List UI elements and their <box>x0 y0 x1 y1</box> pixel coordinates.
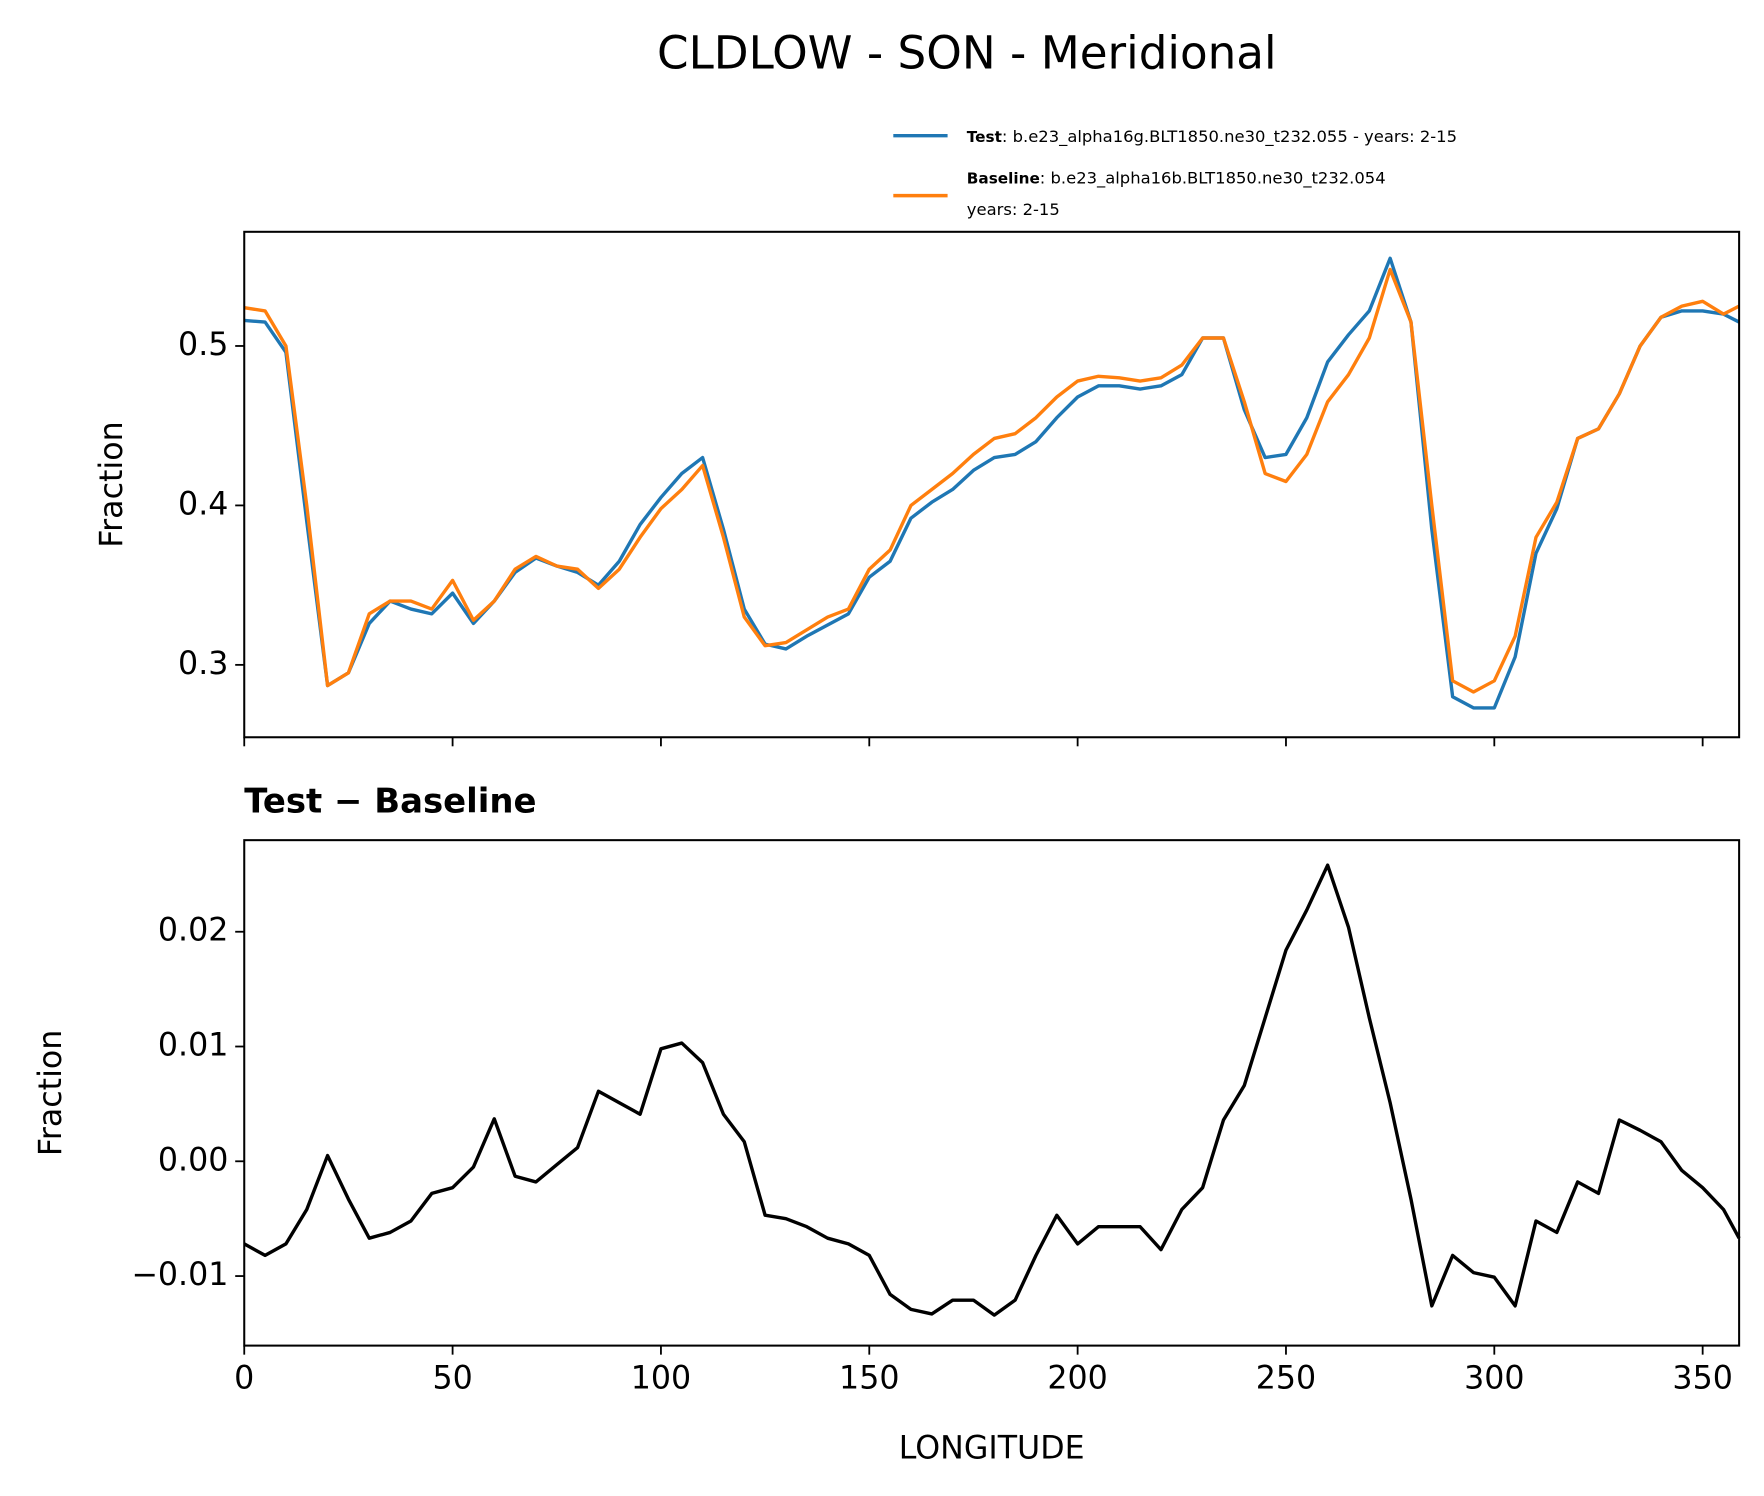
axes-frame <box>243 839 1741 1347</box>
figure-title: CLDLOW - SON - Meridional <box>657 27 1277 80</box>
x-tick-label: 150 <box>839 1361 899 1397</box>
data-line <box>243 267 1740 694</box>
x-tick-label: 50 <box>432 1361 472 1397</box>
y-tick-label: 0.5 <box>178 327 228 363</box>
y-tick-label: 0.02 <box>158 913 229 949</box>
legend-name: Baseline <box>967 169 1040 187</box>
y-tick-label: 0.4 <box>178 486 228 522</box>
data-line <box>243 863 1741 1317</box>
y-tick-label: 0.00 <box>158 1142 229 1178</box>
legend-description: : b.e23_alpha16b.BLT1850.ne30_t232.054 <box>1040 168 1386 188</box>
y-tick-label: −0.01 <box>131 1257 228 1293</box>
x-tick-label: 200 <box>1047 1361 1107 1397</box>
x-tick-label: 100 <box>631 1361 691 1397</box>
x-tick-label: 300 <box>1464 1361 1524 1397</box>
x-tick-label: 250 <box>1256 1361 1316 1397</box>
y-axis-label: Fraction <box>33 1030 69 1156</box>
x-tick-label: 350 <box>1672 1361 1732 1397</box>
legend-description: : b.e23_alpha16g.BLT1850.ne30_t232.055 -… <box>1002 126 1457 146</box>
y-axis-label: Fraction <box>94 421 130 547</box>
axes-title: Test − Baseline <box>244 781 536 820</box>
x-axis-label: LONGITUDE <box>899 1431 1085 1467</box>
legend-name: Test <box>967 127 1002 145</box>
axes-frame <box>243 230 1741 739</box>
y-tick-label: 0.3 <box>178 646 228 682</box>
legend-entry: Baseline: b.e23_alpha16b.BLT1850.ne30_t2… <box>967 168 1386 188</box>
legend-entry: Test: b.e23_alpha16g.BLT1850.ne30_t232.0… <box>967 126 1457 146</box>
legend-description: years: 2-15 <box>967 200 1060 219</box>
x-tick-label: 0 <box>234 1361 254 1397</box>
y-tick-label: 0.01 <box>158 1028 229 1064</box>
